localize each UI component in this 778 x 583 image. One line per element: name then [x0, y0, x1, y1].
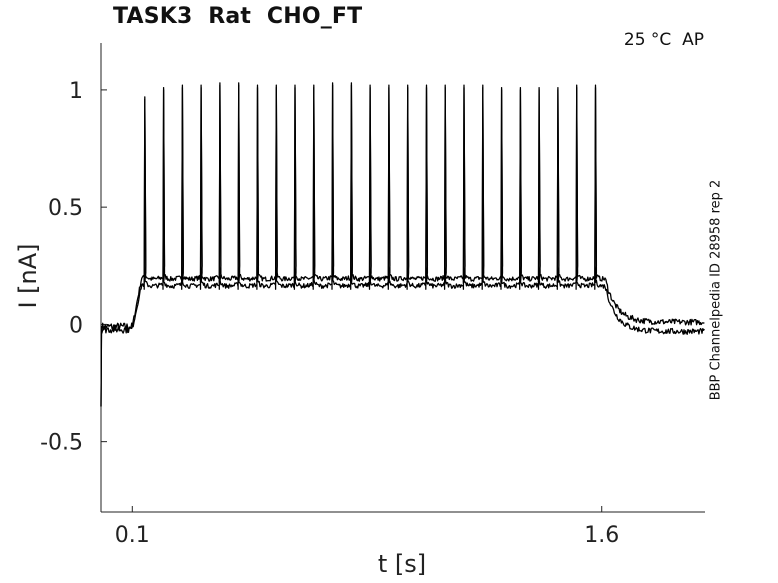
x-tick-label: 0.1	[115, 523, 150, 548]
current-trace-1	[100, 82, 705, 407]
chart-title: TASK3 Rat CHO_FT	[113, 4, 363, 29]
y-tick-label: 0	[69, 313, 83, 338]
ticks: 1 0.5 0 -0.5 0.1 1.6	[40, 79, 619, 548]
axes	[100, 43, 705, 513]
y-tick-label: 0.5	[48, 196, 83, 221]
y-tick-label: -0.5	[40, 431, 83, 456]
traces	[100, 82, 705, 407]
x-tick-label: 1.6	[584, 523, 619, 548]
x-axis-label: t [s]	[377, 550, 427, 578]
current-trace-2	[100, 84, 705, 407]
y-tick-label: 1	[69, 79, 83, 104]
temperature-annotation: 25 °C AP	[623, 30, 704, 50]
